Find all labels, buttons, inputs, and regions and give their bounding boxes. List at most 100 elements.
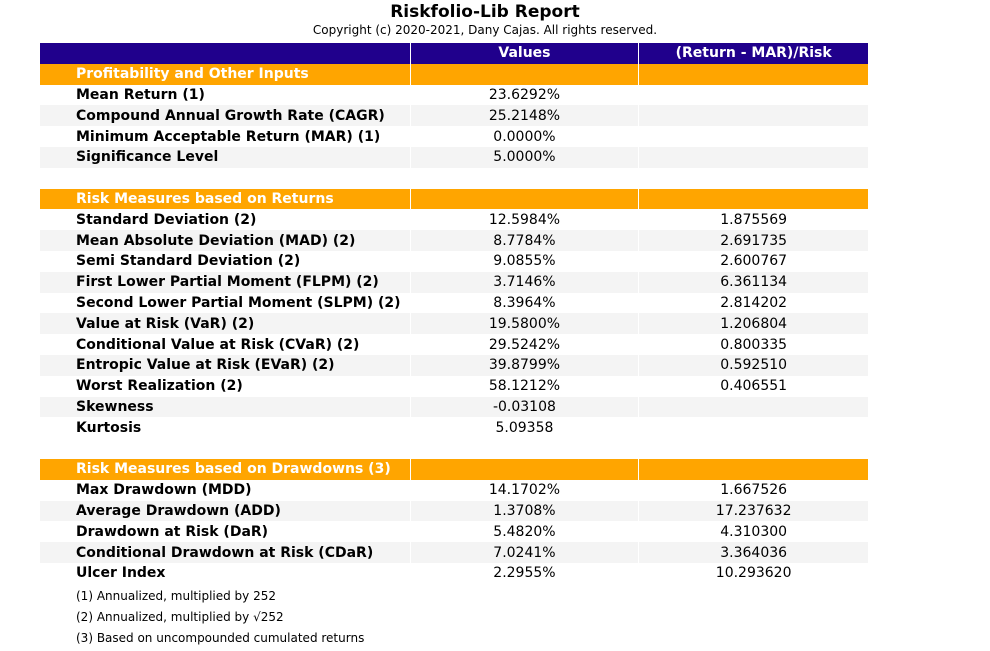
row-ratio: 2.814202 (720, 294, 788, 311)
row-ratio: 1.875569 (720, 211, 788, 228)
row-ratio (639, 438, 868, 459)
row-ratio (639, 105, 868, 126)
row-value: 12.5984% (411, 209, 640, 231)
table-header-row: Values (Return - MAR)/Risk (40, 43, 868, 64)
row-label: Mean Return (1) (40, 84, 411, 106)
row-ratio (639, 147, 868, 168)
row-label: Compound Annual Growth Rate (CAGR) (40, 105, 411, 127)
row-value: 5.4820% (411, 521, 640, 543)
table-row: Minimum Acceptable Return (MAR) (1) 0.000… (40, 126, 868, 147)
row-label: Skewness (40, 396, 411, 418)
row-ratio (639, 126, 868, 147)
row-value: 39.8799% (411, 354, 640, 376)
section-header-row: Risk Measures based on Drawdowns (3) (40, 458, 868, 480)
row-value: 25.2148% (411, 105, 640, 127)
row-value (411, 167, 640, 189)
table-row: Drawdown at Risk (DaR) 5.4820% 4.310300 (40, 521, 868, 543)
row-label: Worst Realization (2) (40, 375, 411, 397)
row-value (411, 188, 640, 210)
row-ratio (639, 459, 868, 480)
row-label: Conditional Value at Risk (CVaR) (2) (40, 334, 411, 355)
footnote-3: (3) Based on uncompounded cumulated retu… (76, 631, 365, 645)
row-ratio: 6.361134 (720, 274, 788, 291)
table-row: Significance Level 5.0000% (40, 146, 868, 168)
table-row: Kurtosis 5.09358 (40, 417, 868, 439)
row-value (411, 438, 640, 459)
row-ratio: 4.310300 (720, 523, 788, 540)
row-label: Standard Deviation (2) (40, 209, 411, 231)
table-row: Second Lower Partial Moment (SLPM) (2) 8.… (40, 292, 868, 314)
row-ratio (639, 64, 868, 85)
table-body: Profitability and Other Inputs Mean Retur… (40, 63, 868, 584)
row-label: Significance Level (40, 146, 411, 168)
row-label: Minimum Acceptable Return (MAR) (1) (40, 126, 411, 147)
row-label: Risk Measures based on Returns (40, 188, 411, 210)
footnote-1: (1) Annualized, multiplied by 252 (76, 589, 276, 603)
row-ratio (639, 397, 868, 418)
header-ratio: (Return - MAR)/Risk (675, 45, 832, 62)
row-label: Entropic Value at Risk (EVaR) (2) (40, 354, 411, 376)
table-row: Max Drawdown (MDD) 14.1702% 1.667526 (40, 479, 868, 501)
table-row: Conditional Value at Risk (CVaR) (2) 29.5… (40, 334, 868, 355)
header-label-cell (40, 43, 411, 64)
row-label: Kurtosis (40, 417, 411, 439)
row-label (40, 438, 411, 459)
row-ratio: 1.667526 (720, 482, 788, 499)
table-row: Semi Standard Deviation (2) 9.0855% 2.6007… (40, 250, 868, 272)
row-value: 29.5242% (411, 334, 640, 355)
row-ratio: 0.800335 (720, 336, 788, 353)
footnote-2: (2) Annualized, multiplied by √252 (76, 610, 284, 624)
row-label: Mean Absolute Deviation (MAD) (2) (40, 230, 411, 251)
report-title: Riskfolio-Lib Report (390, 2, 580, 22)
row-ratio: 0.592510 (720, 357, 788, 374)
table-row: Value at Risk (VaR) (2) 19.5800% 1.206804 (40, 313, 868, 335)
row-value: 14.1702% (411, 479, 640, 501)
table-row: Standard Deviation (2) 12.5984% 1.875569 (40, 209, 868, 231)
row-value: 8.3964% (411, 292, 640, 314)
row-value: 19.5800% (411, 313, 640, 335)
row-ratio: 10.293620 (715, 565, 792, 582)
row-value (411, 458, 640, 480)
row-ratio: 2.691735 (720, 232, 788, 249)
report-subtitle: Copyright (c) 2020-2021, Dany Cajas. All… (312, 23, 658, 37)
row-label: Drawdown at Risk (DaR) (40, 521, 411, 543)
row-value (411, 63, 640, 85)
table-row: Entropic Value at Risk (EVaR) (2) 39.8799… (40, 354, 868, 376)
section-header-row: Risk Measures based on Returns (40, 188, 868, 210)
row-value: 5.0000% (411, 146, 640, 168)
spacer-row (40, 167, 868, 189)
footnotes: (1) Annualized, multiplied by 252 (2) An… (76, 587, 364, 650)
row-ratio: 2.600767 (720, 253, 788, 270)
row-label: Semi Standard Deviation (2) (40, 250, 411, 272)
row-value: 8.7784% (411, 230, 640, 251)
row-label: Risk Measures based on Drawdowns (3) (40, 458, 411, 480)
row-value: 23.6292% (411, 84, 640, 106)
row-value: 0.0000% (411, 126, 640, 147)
row-ratio: 0.406551 (720, 378, 788, 395)
row-value: 2.2955% (411, 562, 640, 584)
row-value: 58.1212% (411, 375, 640, 397)
row-label: Conditional Drawdown at Risk (CDaR) (40, 542, 411, 563)
row-value: 1.3708% (411, 500, 640, 522)
row-value: 9.0855% (411, 250, 640, 272)
table-row: Mean Return (1) 23.6292% (40, 84, 868, 106)
row-label: First Lower Partial Moment (FLPM) (2) (40, 271, 411, 293)
row-label: Profitability and Other Inputs (40, 63, 411, 85)
row-label: Max Drawdown (MDD) (40, 479, 411, 501)
row-value: -0.03108 (411, 396, 640, 418)
row-ratio (639, 168, 868, 189)
row-ratio: 3.364036 (720, 544, 788, 561)
table-row: Worst Realization (2) 58.1212% 0.406551 (40, 375, 868, 397)
row-ratio: 1.206804 (720, 315, 788, 332)
table-row: Mean Absolute Deviation (MAD) (2) 8.7784%… (40, 230, 868, 251)
spacer-row (40, 438, 868, 459)
row-label (40, 167, 411, 189)
section-header-row: Profitability and Other Inputs (40, 63, 868, 85)
row-label: Value at Risk (VaR) (2) (40, 313, 411, 335)
row-ratio: 17.237632 (715, 502, 792, 519)
row-label: Average Drawdown (ADD) (40, 500, 411, 522)
table-row: Average Drawdown (ADD) 1.3708% 17.237632 (40, 500, 868, 522)
row-value: 7.0241% (411, 542, 640, 563)
row-label: Ulcer Index (40, 562, 411, 584)
table-row: Ulcer Index 2.2955% 10.293620 (40, 562, 868, 584)
